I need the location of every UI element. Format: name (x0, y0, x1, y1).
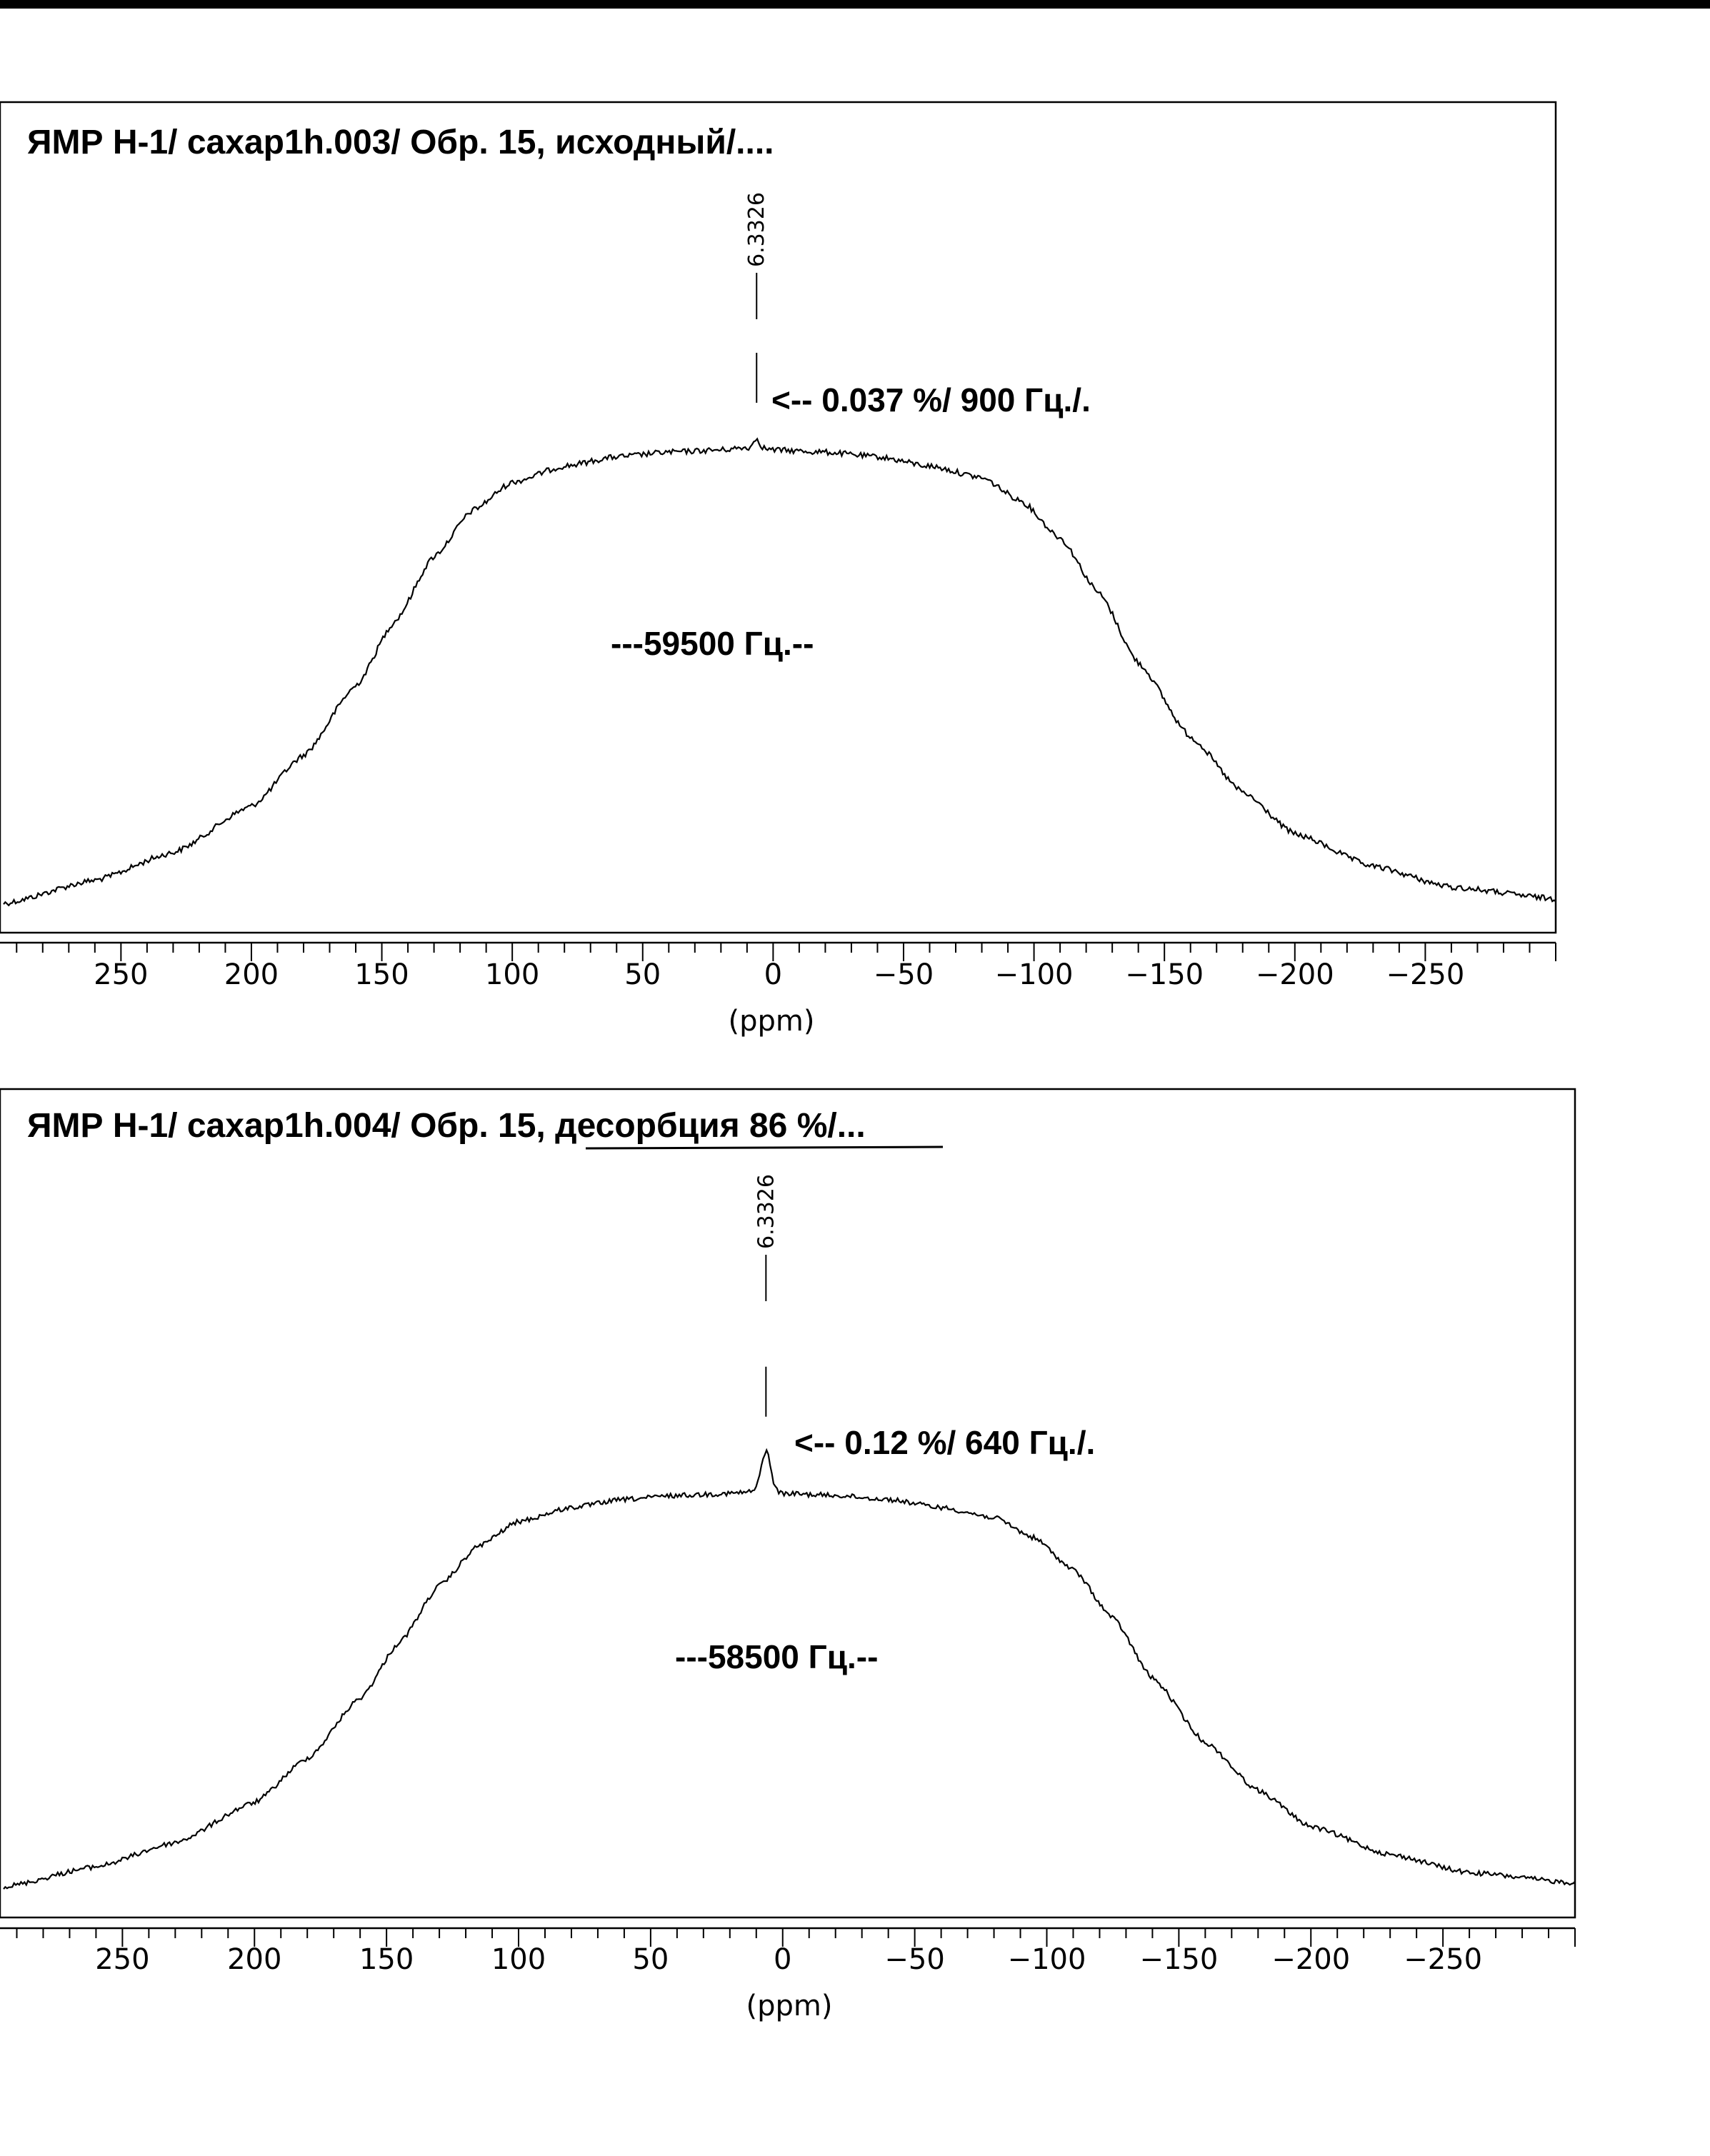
page-top-rule (0, 0, 1710, 9)
tick-label: 50 (632, 1943, 669, 1976)
tick-label: −100 (995, 958, 1074, 991)
peak-label-1: 6.3326 (744, 192, 769, 267)
tick-label: 200 (227, 1943, 281, 1976)
spectrum-line-1 (3, 437, 1556, 907)
tick-label: 50 (624, 958, 661, 991)
peak-label-2: 6.3326 (754, 1174, 779, 1249)
plot-frame-2 (0, 1088, 1576, 1919)
x-axis-tick-labels-1: 250 200 150 100 50 0 −50 −100 −150 −200 −250 (94, 958, 1464, 991)
spectrum-line-2 (3, 1448, 1576, 1890)
tick-label: −200 (1271, 1943, 1350, 1976)
tick-label: 200 (224, 958, 279, 991)
curve-layer-2 (3, 1448, 1576, 1890)
tick-label: 250 (95, 1943, 149, 1976)
peak-marker-1: 6.3326 (744, 192, 769, 403)
chart-title-2: ЯМР H-1/ caxap1h.004/ Обр. 15, десорбция… (27, 1107, 866, 1145)
tick-label: 150 (359, 1943, 414, 1976)
spectrum-panel-2: ЯМР H-1/ caxap1h.004/ Обр. 15, десорбция… (0, 1088, 1576, 2022)
tick-label: −100 (1008, 1943, 1086, 1976)
linewidth-annotation-2: ---58500 Гц.-- (675, 1638, 878, 1675)
tick-label: 150 (354, 958, 409, 991)
linewidth-annotation-1: ---59500 Гц.-- (611, 625, 814, 662)
tick-label: 0 (764, 958, 782, 991)
x-axis-ticks-1 (16, 943, 1556, 961)
tick-label: −50 (884, 1943, 944, 1976)
tick-label: −50 (874, 958, 934, 991)
x-axis-label-1: (ppm) (729, 1005, 815, 1038)
curve-layer-1 (3, 437, 1556, 907)
tick-label: −250 (1386, 958, 1464, 991)
x-axis-tick-labels-2: 250 200 150 100 50 0 −50 −100 −150 −200 −250 (95, 1943, 1482, 1976)
peak-annotation-2: <-- 0.12 %/ 640 Гц./. (794, 1424, 1095, 1461)
tick-label: −250 (1404, 1943, 1482, 1976)
tick-label: 100 (491, 1943, 546, 1976)
peak-marker-2: 6.3326 (754, 1174, 779, 1417)
peak-annotation-1: <-- 0.037 %/ 900 Гц./. (771, 381, 1091, 418)
tick-label: 0 (774, 1943, 791, 1976)
tick-label: 100 (485, 958, 539, 991)
chart-title-1: ЯМР H-1/ caxap1h.003/ Обр. 15, исходный/… (27, 124, 774, 161)
tick-label: 250 (94, 958, 148, 991)
title-underline-2 (585, 1145, 944, 1150)
spectrum-panel-1: ЯМР H-1/ caxap1h.003/ Обр. 15, исходный/… (0, 101, 1557, 1038)
tick-label: −150 (1125, 958, 1204, 991)
x-axis-label-2: (ppm) (746, 1990, 833, 2022)
plot-frame-1 (0, 101, 1557, 934)
tick-label: −200 (1256, 958, 1334, 991)
tick-label: −150 (1139, 1943, 1218, 1976)
x-axis-ticks-2 (16, 1928, 1576, 1947)
